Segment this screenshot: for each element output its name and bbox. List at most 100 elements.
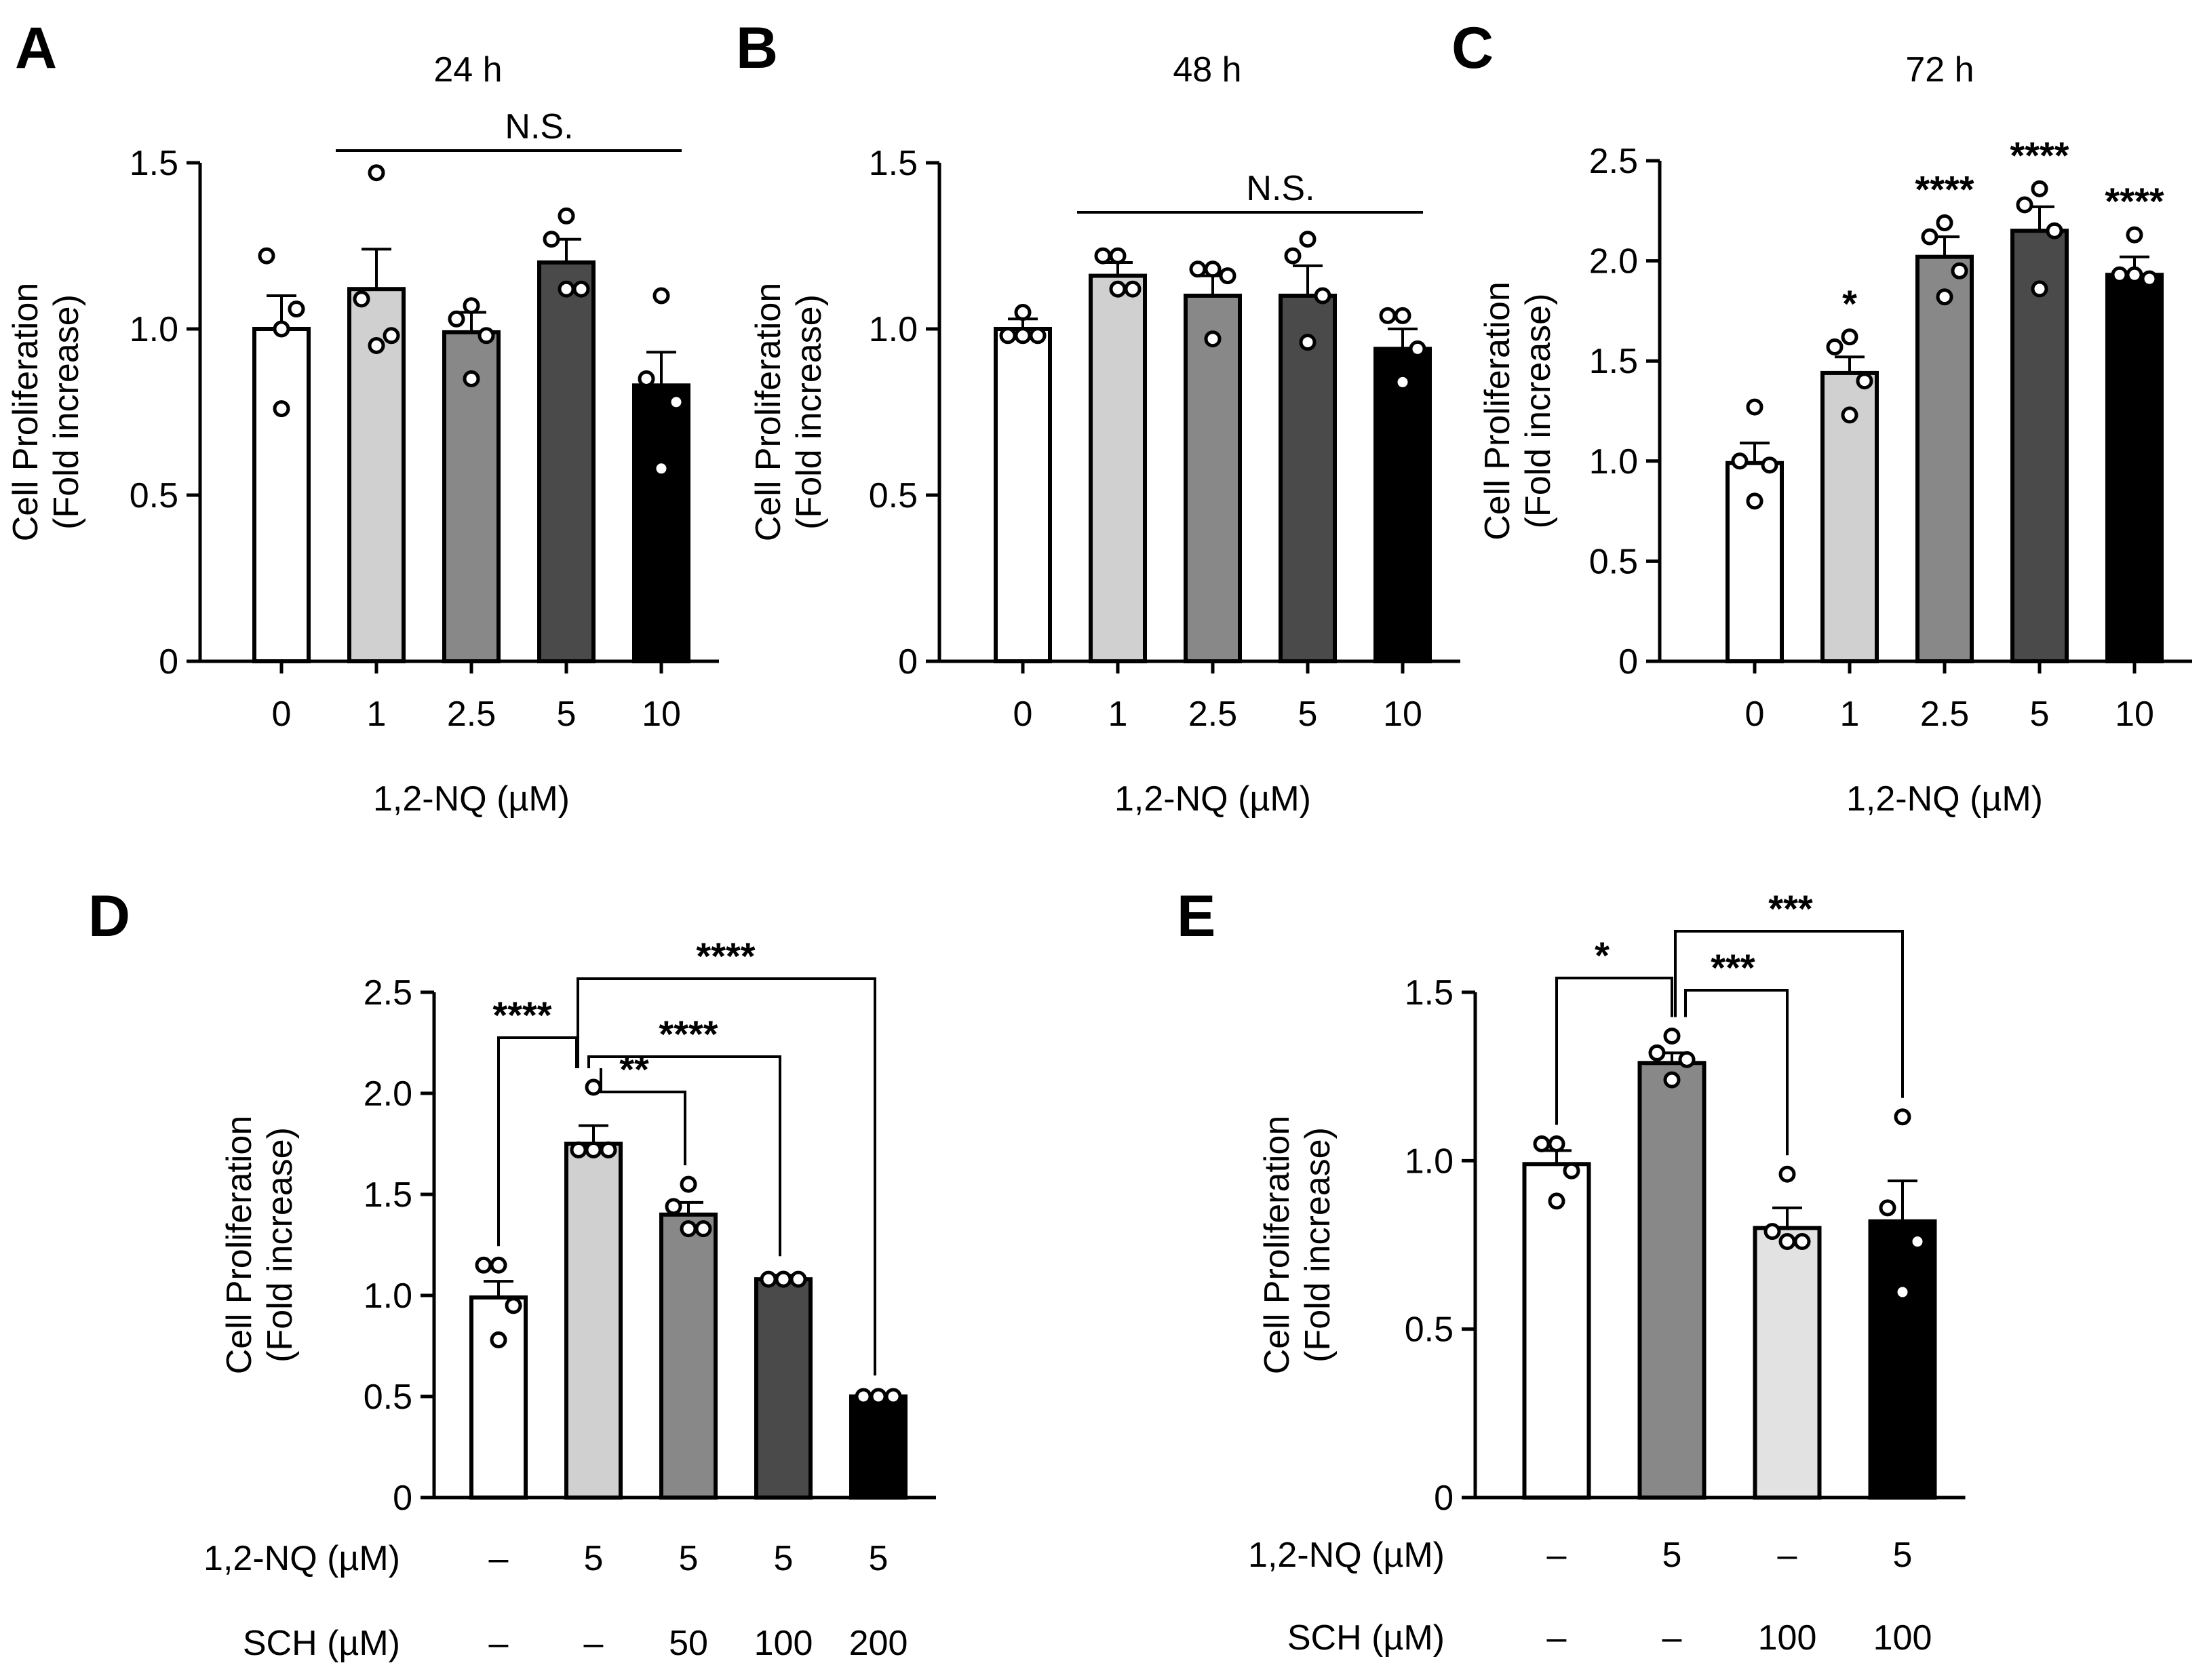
data-point [383, 327, 400, 345]
data-point [368, 164, 385, 182]
bar [1868, 1219, 1937, 1500]
x-tick-label: 0 [272, 695, 292, 734]
bracket-label: **** [659, 1013, 718, 1055]
data-point [855, 1388, 872, 1405]
condition-value: 50 [669, 1624, 708, 1663]
y-tick-label: 0 [1618, 642, 1638, 682]
condition-value: – [584, 1624, 604, 1663]
data-point [2046, 222, 2063, 239]
x-tick-label: 0 [1745, 695, 1765, 734]
data-point [475, 1256, 492, 1274]
significance-label: **** [2105, 180, 2164, 222]
y-tick-label: 1.5 [1589, 342, 1638, 381]
panel-title: 24 h [433, 50, 502, 90]
data-point [760, 1270, 777, 1288]
data-point [2141, 270, 2158, 288]
panel-title: 48 h [1173, 50, 1241, 90]
data-point [1909, 1233, 1926, 1251]
y-axis-label: Cell Proliferation (Fold increase) [749, 283, 829, 542]
data-point [558, 280, 575, 298]
data-point [2111, 266, 2128, 284]
y-tick-label: 1.0 [1589, 442, 1638, 482]
data-point [1533, 1135, 1551, 1152]
data-point [1894, 1108, 1911, 1126]
condition-value: 100 [1758, 1618, 1817, 1658]
data-point [1094, 247, 1112, 265]
panel-letter: B [736, 16, 778, 81]
data-point [2126, 266, 2143, 284]
bar [252, 327, 311, 663]
data-point [570, 1141, 587, 1158]
data-point [680, 1220, 697, 1238]
condition-value: 5 [1662, 1536, 1682, 1575]
significance-bracket [577, 977, 876, 1376]
condition-value: 5 [584, 1539, 604, 1578]
data-point [2126, 226, 2143, 243]
data-point [288, 300, 305, 318]
panel-title: 72 h [1905, 50, 1974, 90]
x-tick-label: 2.5 [447, 695, 496, 734]
y-axis-label-line1: Cell Proliferation [6, 283, 45, 542]
x-tick-label: 2.5 [1920, 695, 1969, 734]
data-point [1731, 452, 1749, 470]
data-point [463, 370, 480, 387]
panel-c: C 72 h 0 0.5 1.0 1.5 2.0 2.5 Cell Proliferation(… [1451, 16, 2192, 819]
data-point [490, 1256, 507, 1274]
x-tick-label: 5 [2030, 695, 2050, 734]
y-tick-label: 1.0 [130, 310, 178, 349]
data-point [1951, 262, 1968, 279]
data-point [652, 460, 670, 477]
condition-value: – [1547, 1536, 1567, 1575]
data-point [1778, 1233, 1796, 1251]
bracket-label: ** [619, 1048, 649, 1091]
bar [564, 1141, 623, 1500]
condition-value: 200 [849, 1624, 908, 1663]
y-axis-label: Cell Proliferation (Fold increase) [6, 283, 86, 542]
data-point [1793, 1233, 1811, 1251]
condition-value: – [1662, 1618, 1682, 1658]
y-axis-label-line1: Cell Proliferation [1258, 1116, 1297, 1375]
data-point [1219, 267, 1236, 285]
panel-letter: D [88, 884, 130, 949]
y-axis-label-line2: (Fold increase) [260, 1127, 300, 1363]
data-point [1856, 372, 1873, 390]
bar [1753, 1226, 1822, 1500]
y-axis-label-line2: (Fold increase) [789, 294, 829, 530]
y-tick-label: 2.0 [1589, 242, 1638, 281]
data-point [1936, 288, 1953, 306]
data-point [368, 337, 385, 354]
data-point [695, 1220, 712, 1238]
bar [1522, 1162, 1591, 1500]
data-point [273, 320, 290, 338]
data-point [1678, 1051, 1696, 1068]
data-point [463, 297, 480, 315]
x-tick-label: 0 [1013, 695, 1033, 734]
panel-e: E 0 0.5 1.0 1.5 Cell Proliferation (Fold incre… [1177, 884, 1966, 1658]
panel-letter: C [1451, 16, 1494, 81]
significance-label: **** [1915, 168, 1974, 211]
data-point [1029, 327, 1047, 345]
x-axis-label: 1,2-NQ (µM) [1114, 779, 1311, 819]
data-point [1109, 247, 1127, 265]
data-point [1314, 287, 1331, 305]
y-tick-label: 0 [393, 1479, 412, 1518]
y-axis-label: Cell Proliferation (Fold increase) [1258, 1116, 1338, 1375]
data-point [448, 310, 465, 328]
y-tick-label: 0.5 [869, 476, 918, 515]
data-point [1921, 228, 1938, 246]
bar [1184, 294, 1242, 663]
bar [2105, 273, 2164, 664]
y-tick-label: 1.0 [869, 310, 918, 349]
y-tick-label: 0.5 [1589, 542, 1638, 581]
y-tick-label: 0.5 [1405, 1310, 1454, 1350]
data-point [1299, 334, 1317, 351]
data-point [1663, 1028, 1681, 1045]
y-tick-label: 1.0 [364, 1276, 412, 1316]
x-axis-label: 1,2-NQ (µM) [1846, 779, 2043, 819]
data-point [1204, 330, 1222, 348]
data-point [572, 280, 590, 298]
x-tick-label: 1 [1108, 695, 1128, 734]
y-tick-label: 0 [898, 642, 918, 682]
bar [537, 260, 596, 663]
data-point [1746, 398, 1763, 416]
